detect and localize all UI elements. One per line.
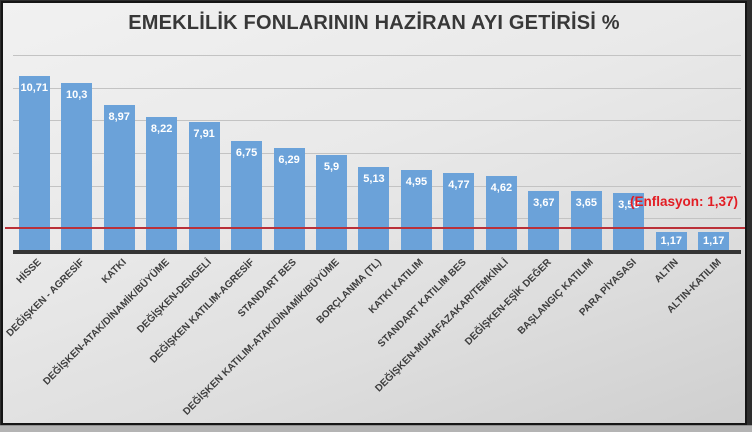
category-label: PARA PİYASASI bbox=[577, 257, 639, 319]
bar-slot: 1,17 bbox=[693, 55, 735, 251]
bar-slot: 6,75 bbox=[225, 55, 267, 251]
bar: 6,29 bbox=[273, 148, 305, 251]
bar: 6,75 bbox=[231, 140, 263, 251]
bar: 3,67 bbox=[528, 191, 560, 251]
category-label: DEĞİŞKEN-ATAK/DİNAMİK/BÜYÜME bbox=[40, 257, 172, 388]
bar-value-label: 3,65 bbox=[575, 197, 598, 210]
bar-slot: 7,91 bbox=[183, 55, 225, 251]
bars-container: 10,71 10,3 8,97 8,22 7,91 6,75 6,29 5,9 5,13 4,95… bbox=[13, 55, 735, 251]
bar-value-label: 3,67 bbox=[533, 197, 555, 210]
bar-slot: 3,67 bbox=[523, 55, 565, 251]
category-label: DEĞİŞKEN KATILIM-ATAK/DİNAMİK/BÜYÜME bbox=[180, 257, 342, 418]
bar-value-label: 5,9 bbox=[323, 160, 340, 173]
chart-canvas: EMEKLİLİK FONLARININ HAZİRAN AYI GETİRİS… bbox=[1, 1, 747, 425]
bar-value-label: 3,58 bbox=[618, 198, 640, 211]
bar: 1,17 bbox=[655, 231, 687, 251]
bar-value-label: 4,95 bbox=[405, 176, 428, 189]
x-axis-line bbox=[13, 250, 741, 254]
bar: 3,58 bbox=[613, 192, 645, 251]
chart-title: EMEKLİLİK FONLARININ HAZİRAN AYI GETİRİS… bbox=[128, 12, 620, 34]
bar-value-label: 5,13 bbox=[363, 173, 385, 186]
category-label: DEĞİŞKEN-EŞİK DEĞER bbox=[462, 257, 554, 348]
bar: 10,3 bbox=[61, 82, 93, 251]
bar: 7,91 bbox=[188, 121, 220, 251]
gridline bbox=[13, 120, 741, 122]
bar-value-label: 1,17 bbox=[660, 234, 682, 247]
bar-value-label: 7,91 bbox=[193, 127, 215, 140]
gridline bbox=[13, 87, 741, 89]
bar-value-label: 4,62 bbox=[490, 181, 513, 194]
bar-slot: 4,62 bbox=[480, 55, 522, 251]
bar: 8,22 bbox=[146, 116, 178, 251]
bar-value-label: 6,75 bbox=[235, 146, 258, 159]
bar-slot: 8,97 bbox=[98, 55, 140, 251]
bar: 3,65 bbox=[570, 191, 602, 251]
plot-area: 10,71 10,3 8,97 8,22 7,91 6,75 6,29 5,9 5,13 4,95… bbox=[5, 55, 745, 254]
bar-slot: 1,17 bbox=[650, 55, 692, 251]
bar-slot: 4,77 bbox=[438, 55, 480, 251]
bar-value-label: 10,3 bbox=[65, 88, 88, 101]
bar-value-label: 8,97 bbox=[108, 110, 130, 123]
bar-value-label: 8,22 bbox=[150, 122, 173, 135]
category-label: KATKI KATILIM bbox=[367, 257, 427, 316]
bar-slot: 4,95 bbox=[395, 55, 437, 251]
bar: 4,95 bbox=[400, 170, 432, 251]
bar: 4,77 bbox=[443, 173, 475, 251]
inflation-reference-line bbox=[5, 226, 745, 229]
bar-slot: 5,9 bbox=[310, 55, 352, 251]
bar: 8,97 bbox=[103, 104, 135, 251]
bar-value-label: 10,71 bbox=[20, 82, 48, 95]
bar-slot: 3,65 bbox=[565, 55, 607, 251]
bar-value-label: 6,29 bbox=[278, 154, 300, 167]
bar: 10,71 bbox=[18, 76, 50, 251]
gridline bbox=[13, 55, 741, 56]
bar: 5,13 bbox=[358, 167, 390, 251]
bar-slot: 6,29 bbox=[268, 55, 310, 251]
bar: 1,17 bbox=[698, 231, 730, 251]
bar-slot: 8,22 bbox=[140, 55, 182, 251]
bar: 4,62 bbox=[485, 175, 517, 251]
bar-slot: 5,13 bbox=[353, 55, 395, 251]
bar-value-label: 1,17 bbox=[703, 234, 725, 247]
bar-slot: 10,71 bbox=[13, 55, 55, 251]
inflation-annotation: (Enflasyon: 1,37) bbox=[629, 194, 738, 209]
category-label: ALTIN-KATILIM bbox=[664, 257, 724, 316]
bar-value-label: 4,77 bbox=[448, 179, 470, 192]
bar-slot: 10,3 bbox=[55, 55, 97, 251]
bar: 5,9 bbox=[316, 154, 348, 251]
category-label: DEĞİŞKEN KATILIM-AGRESİF bbox=[147, 257, 257, 366]
page-background-strip bbox=[0, 425, 752, 432]
bar-slot: 3,58 bbox=[608, 55, 650, 251]
gridline bbox=[13, 153, 741, 154]
